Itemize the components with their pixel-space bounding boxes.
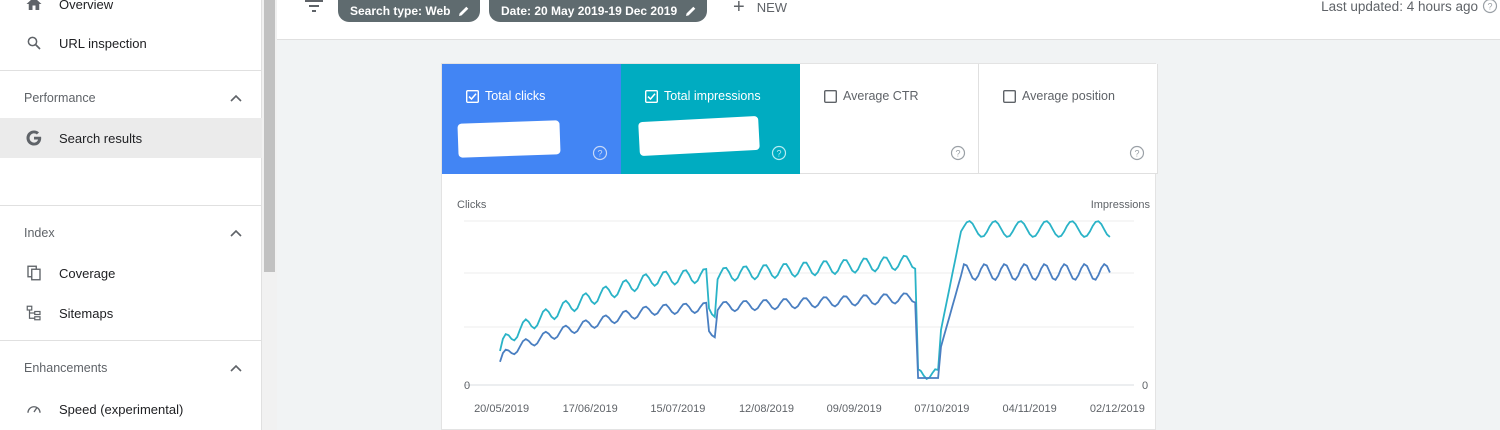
x-tick-label: 20/05/2019 (474, 403, 529, 415)
speedometer-icon (24, 399, 44, 419)
date-range-chip[interactable]: Date: 20 May 2019-19 Dec 2019 (489, 0, 708, 22)
google-g-icon (24, 128, 44, 148)
svg-text:?: ? (597, 149, 602, 159)
sidebar-item-coverage[interactable]: Coverage (0, 253, 262, 293)
sidebar-item-overview[interactable]: Overview (0, 0, 262, 24)
sidebar-item-label: Speed (experimental) (59, 401, 184, 417)
checkbox-unchecked-icon[interactable] (824, 90, 837, 103)
metric-average-ctr[interactable]: Average CTR ? (800, 64, 979, 174)
performance-chart: Clicks Impressions 0 0 20/05/2019 17/06/2… (457, 199, 1151, 415)
filter-icon[interactable] (303, 0, 325, 14)
svg-text:?: ? (955, 149, 960, 159)
sidebar-divider (0, 340, 262, 341)
sidebar-item-speed[interactable]: Speed (experimental) (0, 389, 262, 429)
sidebar-divider (0, 205, 262, 206)
filter-bar: Search type: Web Date: 20 May 2019-19 De… (277, 0, 1500, 40)
metric-label: Average position (1022, 89, 1115, 103)
metric-label: Total impressions (664, 89, 761, 103)
sidebar-scrollbar[interactable] (262, 0, 277, 430)
help-icon[interactable]: ? (1482, 0, 1498, 14)
sidebar-item-label: Coverage (59, 265, 116, 281)
scrollbar-thumb[interactable] (264, 0, 275, 272)
left-axis-label: Clicks (457, 199, 487, 211)
clicks-series-line (499, 262, 1111, 379)
metric-total-impressions[interactable]: Total impressions ? (621, 64, 800, 174)
chevron-up-icon[interactable] (227, 359, 245, 377)
edit-pencil-icon (686, 6, 696, 16)
svg-text:?: ? (1134, 149, 1139, 159)
right-axis-label: Impressions (1091, 199, 1151, 211)
chip-label: Search type: Web (350, 4, 451, 18)
x-tick-label: 12/08/2019 (739, 403, 794, 415)
chevron-up-icon[interactable] (227, 224, 245, 242)
checkbox-checked-icon[interactable] (466, 90, 479, 103)
sitemap-icon (24, 303, 44, 323)
redacted-item (22, 170, 160, 192)
right-axis-zero: 0 (1142, 380, 1148, 392)
section-header-index: Index (0, 215, 262, 251)
chevron-up-icon[interactable] (227, 89, 245, 107)
coverage-icon (24, 263, 44, 283)
svg-text:?: ? (776, 149, 781, 159)
svg-text:?: ? (1487, 2, 1492, 12)
new-label: NEW (756, 0, 788, 15)
x-tick-label: 17/06/2019 (563, 403, 618, 415)
last-updated-text: Last updated: 4 hours ago (1321, 0, 1478, 14)
sidebar-divider (0, 70, 262, 71)
edit-pencil-icon (459, 6, 469, 16)
section-header-performance: Performance (0, 80, 262, 116)
redacted-value (457, 120, 561, 158)
x-tick-label: 02/12/2019 (1090, 403, 1145, 415)
sidebar-item-label: Overview (59, 0, 114, 12)
metric-total-clicks[interactable]: Total clicks ? (442, 64, 621, 174)
section-title: Enhancements (24, 361, 108, 375)
x-tick-label: 09/09/2019 (827, 403, 882, 415)
sidebar-item-label: Sitemaps (59, 305, 114, 321)
left-axis-zero: 0 (464, 380, 470, 392)
help-icon[interactable]: ? (592, 145, 608, 161)
search-icon (24, 33, 44, 53)
section-header-enhancements: Enhancements (0, 350, 262, 386)
x-axis-ticks: 20/05/2019 17/06/2019 15/07/2019 12/08/2019… (474, 403, 1145, 415)
x-tick-label: 15/07/2019 (650, 403, 705, 415)
sidebar-item-label: URL inspection (59, 35, 147, 51)
chip-label: Date: 20 May 2019-19 Dec 2019 (501, 4, 678, 18)
checkbox-checked-icon[interactable] (645, 90, 658, 103)
sidebar-item-url-inspection[interactable]: URL inspection (0, 23, 262, 63)
sidebar-item-search-results[interactable]: Search results (0, 118, 262, 158)
sidebar-item-sitemaps[interactable]: Sitemaps (0, 293, 262, 333)
sidebar-item-label: Search results (59, 130, 143, 146)
metric-average-position[interactable]: Average position ? (979, 64, 1158, 174)
help-icon[interactable]: ? (950, 145, 966, 161)
help-icon[interactable]: ? (1129, 145, 1145, 161)
home-icon (24, 0, 44, 14)
impressions-series-line (499, 220, 1111, 380)
redacted-value (638, 115, 760, 157)
sidebar: Overview URL inspection Performance Sear… (0, 0, 262, 430)
new-filter-button[interactable]: + NEW (733, 0, 788, 18)
x-tick-label: 07/10/2019 (914, 403, 969, 415)
search-type-chip[interactable]: Search type: Web (338, 0, 481, 22)
help-icon[interactable]: ? (771, 145, 787, 161)
performance-card: Total clicks ? Total impressions ? Avera… (441, 63, 1158, 430)
checkbox-unchecked-icon[interactable] (1003, 90, 1016, 103)
section-title: Index (24, 226, 55, 240)
plus-icon: + (733, 0, 745, 18)
metric-label: Average CTR (843, 89, 919, 103)
metric-label: Total clicks (485, 89, 546, 103)
section-title: Performance (24, 91, 96, 105)
x-tick-label: 04/11/2019 (1003, 403, 1057, 415)
